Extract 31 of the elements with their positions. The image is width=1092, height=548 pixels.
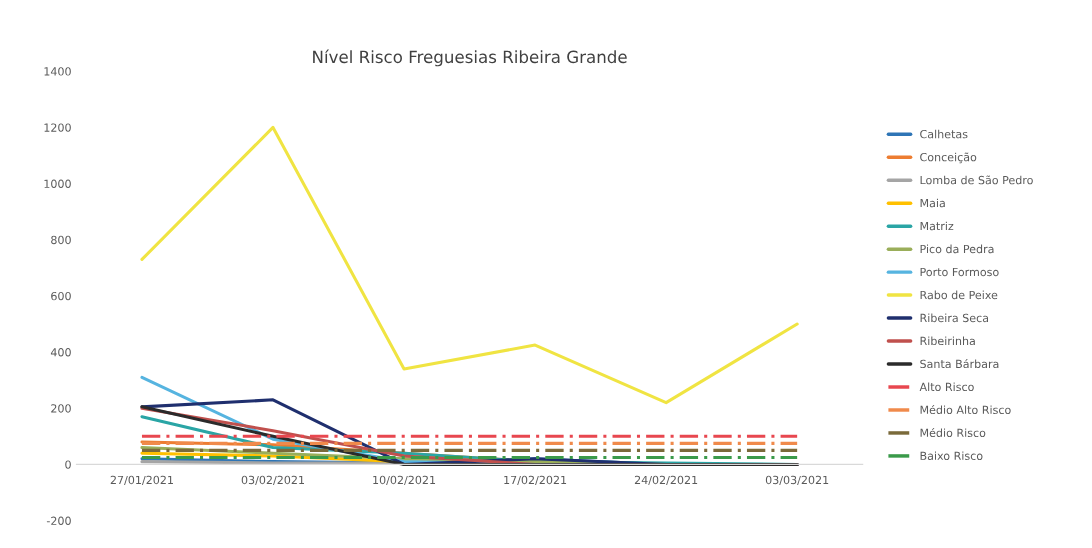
- x-tick-label: 27/01/2021: [110, 475, 173, 486]
- y-tick-label: 1200: [44, 123, 71, 132]
- y-tick-label: 200: [51, 404, 71, 413]
- legend-label: Alto Risco: [919, 382, 974, 392]
- legend-label: Matriz: [920, 221, 954, 231]
- legend-label: Pico da Pedra: [920, 244, 994, 254]
- chart-title: Nível Risco Freguesias Ribeira Grande: [313, 49, 627, 67]
- x-tick-label: 17/02/2021: [504, 475, 567, 486]
- y-tick-label: 1400: [44, 67, 71, 76]
- x-tick-label: 03/03/2021: [765, 475, 829, 486]
- legend-label: Ribeira Seca: [920, 313, 989, 323]
- legend-label: Rabo de Peixe: [920, 290, 998, 300]
- legend-label: Médio Risco: [920, 427, 986, 438]
- y-tick-label: 1000: [44, 179, 71, 188]
- y-tick-label: 600: [51, 291, 71, 301]
- legend-label: Calhetas: [920, 129, 968, 139]
- y-tick-label: 0: [65, 460, 71, 469]
- legend-label: Conceição: [920, 152, 977, 164]
- x-tick-label: 10/02/2021: [373, 475, 436, 486]
- y-tick-label: 800: [51, 235, 71, 245]
- y-tick-label: -200: [46, 516, 71, 525]
- legend-label: Maia: [920, 198, 945, 208]
- legend-label: Baixo Risco: [920, 451, 983, 460]
- legend-label: Lomba de São Pedro: [920, 175, 1033, 185]
- legend-label: Médio Alto Risco: [920, 404, 1011, 415]
- legend-label: Porto Formoso: [920, 267, 999, 277]
- x-tick-label: 03/02/2021: [241, 475, 304, 486]
- x-tick-label: 24/02/2021: [634, 475, 698, 486]
- y-tick-label: 400: [50, 348, 71, 357]
- legend-label: Ribeirinha: [920, 336, 975, 346]
- legend-label: Santa Bárbara: [920, 359, 999, 369]
